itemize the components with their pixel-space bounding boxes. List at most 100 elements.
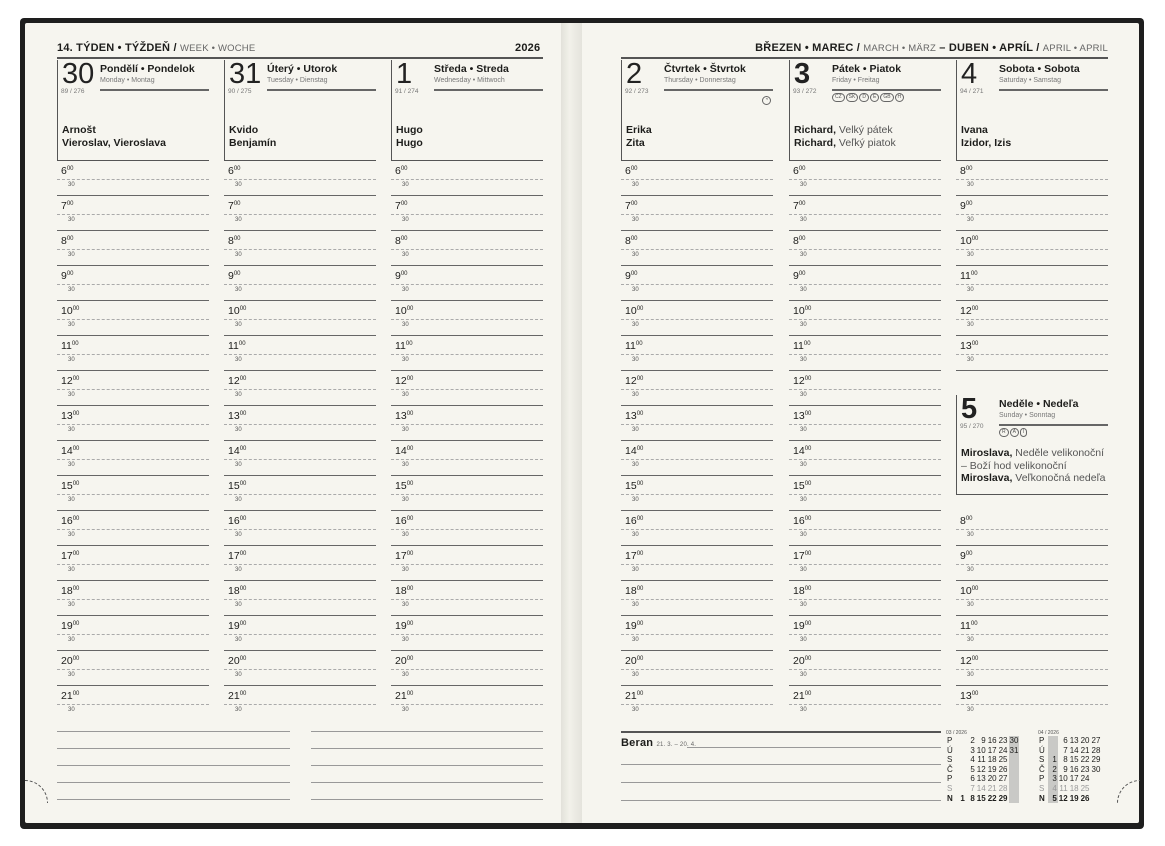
hour-slot: 1200 30 <box>789 371 941 406</box>
name-days: Hugo Hugo <box>396 124 423 149</box>
hour-label: 1600 <box>61 515 80 527</box>
half-hour-rule <box>789 249 941 250</box>
hour-minutes: 00 <box>636 516 644 522</box>
name-days: Richard, Velký pátek Richard, Veľký piato… <box>794 124 896 149</box>
hour-slot: 800 30 <box>391 231 543 266</box>
hour-label: 1000 <box>960 235 979 247</box>
half-hour-rule <box>391 669 543 670</box>
day-header: 2 92 / 273 Čtvrtek • Štvrtok Thursday • Don… <box>621 58 773 161</box>
day-number: 3 <box>794 58 811 90</box>
half-hour-rule <box>391 704 543 705</box>
hour-slot: 1900 30 <box>789 616 941 651</box>
half-hour-label: 30 <box>402 462 409 468</box>
hour-rule <box>621 439 773 441</box>
hour-rule <box>224 684 376 686</box>
half-hour-rule <box>789 284 941 285</box>
day-number: 30 <box>62 58 95 90</box>
notes-rule <box>621 731 941 733</box>
hour-label: 2100 <box>793 690 812 702</box>
hour-slot: 1400 30 <box>57 441 209 476</box>
hour-label: 900 <box>793 270 806 282</box>
half-hour-rule <box>391 634 543 635</box>
calendar-day: 25 <box>1080 783 1090 793</box>
half-hour-label: 30 <box>632 182 639 188</box>
calendar-day: 14 <box>976 783 986 793</box>
hour-slot: 1400 30 <box>789 441 941 476</box>
hour-slot: 1400 30 <box>224 441 376 476</box>
day-name: Pondělí • Pondelok <box>100 63 195 75</box>
hour-label: 900 <box>228 270 241 282</box>
hour-slot: 900 30 <box>789 266 941 301</box>
calendar-day: 27 <box>1091 736 1101 745</box>
hour-label: 1400 <box>61 445 80 457</box>
half-hour-label: 30 <box>68 497 75 503</box>
half-hour-label: 30 <box>967 217 974 223</box>
hour-minutes: 00 <box>400 166 408 172</box>
calendar-day: 17 <box>987 745 997 755</box>
hour-rule <box>789 369 941 371</box>
calendar-day: 22 <box>987 793 997 803</box>
hour-minutes: 00 <box>239 411 247 417</box>
hour-rule <box>789 544 941 546</box>
hour-slot: 1000 30 <box>224 301 376 336</box>
hour-rule <box>621 684 773 686</box>
name-days: Kvido Benjamín <box>229 124 276 149</box>
hour-minutes: 00 <box>798 201 806 207</box>
hour-rule <box>391 369 543 371</box>
half-hour-label: 30 <box>68 252 75 258</box>
half-hour-label: 30 <box>402 532 409 538</box>
hour-slot: 2000 30 <box>57 651 209 686</box>
day-header: 3 93 / 272 Pátek • Piatok Friday • Freitag C… <box>789 58 941 161</box>
half-hour-rule <box>621 669 773 670</box>
half-hour-label: 30 <box>402 567 409 573</box>
hour-minutes: 00 <box>66 201 74 207</box>
hour-minutes: 00 <box>970 621 978 627</box>
zodiac-label: Beran 21. 3. – 20. 4. <box>621 737 696 749</box>
hour-rule <box>224 544 376 546</box>
hour-minutes: 00 <box>72 656 80 662</box>
hour-slot: 1000 30 <box>789 301 941 336</box>
half-hour-label: 30 <box>632 462 639 468</box>
calendar-day: 2 <box>970 736 975 745</box>
hour-minutes: 00 <box>636 656 644 662</box>
half-hour-rule <box>789 599 941 600</box>
half-hour-rule <box>224 354 376 355</box>
hour-label: 1100 <box>793 340 811 352</box>
hour-minutes: 00 <box>636 446 644 452</box>
hour-label: 2100 <box>228 690 247 702</box>
name-day: Miroslava, <box>961 447 1013 459</box>
half-hour-rule <box>57 599 209 600</box>
hour-label: 1900 <box>793 620 812 632</box>
hour-label: 1600 <box>228 515 247 527</box>
half-hour-label: 30 <box>68 392 75 398</box>
hour-label: 1200 <box>960 305 979 317</box>
hour-rule <box>621 264 773 266</box>
hour-label: 1800 <box>61 585 80 597</box>
notes-line <box>621 800 941 801</box>
hour-label: 1500 <box>395 480 414 492</box>
hour-rule <box>789 614 941 616</box>
calendar-day: 26 <box>1080 793 1090 803</box>
hour-slot: 1600 30 <box>621 511 773 546</box>
calendar-day: 20 <box>1080 736 1090 745</box>
calendar-day <box>1047 745 1058 756</box>
half-hour-rule <box>789 529 941 530</box>
hour-rule <box>621 229 773 231</box>
hour-minutes: 00 <box>804 691 812 697</box>
hour-slot: 2100 30 <box>391 686 543 721</box>
week-row: N 5 12 19 26 <box>1038 793 1101 804</box>
hour-label: 1800 <box>228 585 247 597</box>
half-hour-label: 30 <box>967 287 974 293</box>
hour-rule <box>224 194 376 196</box>
hour-minutes: 00 <box>406 446 414 452</box>
hour-rule <box>224 474 376 476</box>
day-number: 1 <box>396 58 413 90</box>
half-hour-label: 30 <box>402 497 409 503</box>
day-name-rule <box>434 89 543 91</box>
calendar-day: 24 <box>1080 774 1090 784</box>
half-hour-rule <box>789 669 941 670</box>
half-hour-label: 30 <box>68 602 75 608</box>
half-hour-label: 30 <box>402 252 409 258</box>
hour-minutes: 00 <box>66 166 74 172</box>
half-hour-label: 30 <box>402 707 409 713</box>
